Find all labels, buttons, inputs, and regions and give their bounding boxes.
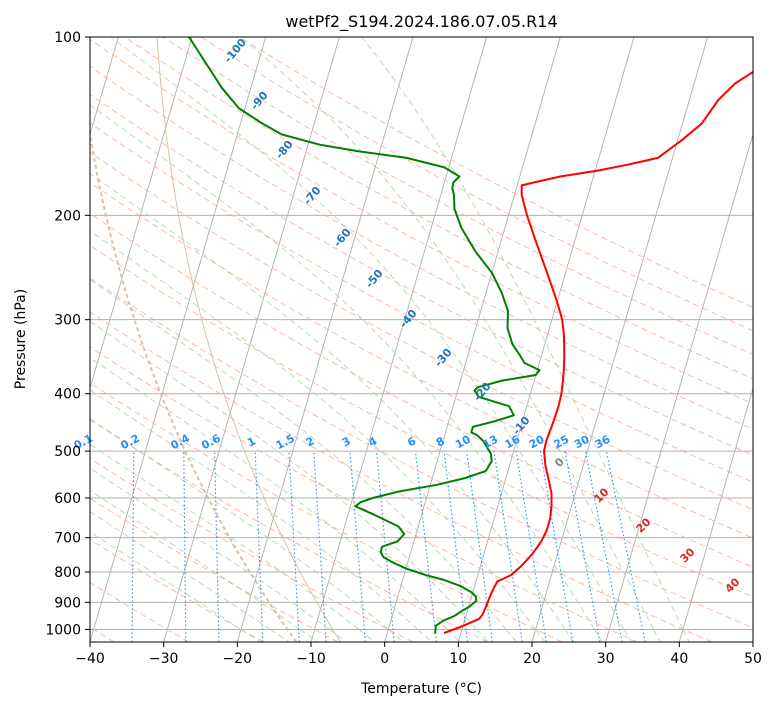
- y-axis-label: Pressure (hPa): [13, 289, 29, 389]
- mixing-ratio-label: 20: [527, 433, 547, 452]
- moist-adiabat-line: [90, 230, 536, 630]
- mixing-ratio-line: [539, 451, 574, 642]
- x-tick-label: 20: [523, 651, 541, 667]
- mixing-ratio-line: [515, 451, 547, 642]
- moist-adiabat-line: [90, 104, 596, 630]
- x-tick-label: 10: [449, 651, 467, 667]
- dry-adiabat-line: [90, 38, 753, 405]
- y-tick-label: 600: [54, 491, 81, 507]
- temperature-profile-line: [443, 70, 753, 634]
- moist-adiabat-line: [564, 629, 575, 642]
- dewpoint-profile-line: [188, 37, 541, 634]
- x-tick-label: −40: [75, 651, 105, 667]
- isotherm-line: [384, 37, 561, 642]
- moist-adiabat-line: [387, 629, 404, 642]
- moist-adiabat-line: [535, 629, 546, 642]
- moist-adiabat-line: [90, 357, 448, 630]
- y-tick-label: 500: [54, 444, 81, 460]
- dry-adiabat-line: [90, 151, 753, 511]
- dry-adiabat-line: [90, 346, 638, 642]
- x-tick-label: −20: [223, 651, 253, 667]
- moist-adiabat-line: [299, 628, 319, 642]
- reference-curve: [156, 37, 341, 642]
- reference-curve: [90, 128, 298, 642]
- mixing-ratio-label: 25: [552, 433, 572, 452]
- background-lines: [90, 37, 753, 642]
- moist-adiabat-line: [623, 629, 632, 642]
- isotherm-line: [163, 37, 340, 642]
- dry-adiabat-line: [90, 539, 264, 642]
- isotherm-line: [605, 132, 753, 642]
- moist-adiabat-line: [90, 172, 566, 630]
- dry-adiabat-line: [90, 277, 753, 629]
- mixing-ratio-label: 10: [453, 433, 473, 452]
- mixing-ratio-line: [493, 451, 523, 642]
- dry-adiabat-line: [90, 244, 753, 598]
- moist-adiabat-line: [90, 467, 330, 630]
- moist-adiabat-line: [653, 629, 661, 642]
- isotherm-line: [531, 37, 709, 642]
- dry-adiabat-line: [124, 37, 753, 380]
- moist-adiabat-line: [594, 629, 603, 642]
- moist-adiabat-line: [505, 629, 517, 642]
- moist-adiabat-line: [417, 629, 432, 642]
- moist-adiabat-line: [476, 629, 489, 642]
- x-tick-label: −30: [149, 651, 179, 667]
- dry-adiabat-line: [90, 213, 753, 568]
- dry-adiabat-line: [90, 93, 753, 456]
- y-tick-label: 1000: [45, 622, 81, 638]
- y-tick-label: 100: [54, 30, 81, 46]
- mixing-ratio-line: [605, 450, 646, 642]
- x-tick-label: −10: [296, 651, 326, 667]
- y-tick-label: 300: [54, 313, 81, 329]
- dry-adiabat-line: [238, 37, 753, 308]
- moist-adiabat-line: [90, 278, 507, 630]
- moist-adiabat-line: [358, 629, 376, 642]
- sounding-lines: [188, 37, 753, 634]
- mixing-ratio-line: [564, 451, 601, 642]
- y-tick-label: 200: [54, 208, 81, 224]
- mixing-ratio-line: [414, 451, 437, 642]
- moist-adiabat-line: [361, 37, 684, 630]
- x-tick-label: 50: [744, 651, 762, 667]
- isotherm-line: [90, 37, 267, 642]
- dry-adiabat-line: [90, 581, 190, 642]
- y-tick-label: 800: [54, 565, 81, 581]
- dry-adiabat-line: [90, 419, 488, 642]
- y-tick-label: 900: [54, 595, 81, 611]
- chart-title: wetPf2_S194.2024.186.07.05.R14: [285, 12, 557, 32]
- x-axis-label: Temperature (°C): [360, 681, 482, 697]
- dry-adiabat-line: [90, 457, 414, 642]
- dry-adiabat-line: [90, 311, 712, 642]
- y-tick-label: 400: [54, 387, 81, 403]
- isotherm-line: [236, 37, 414, 642]
- x-tick-label: 0: [380, 651, 389, 667]
- mixing-ratio-line: [466, 451, 493, 642]
- moist-adiabat-line: [90, 510, 271, 630]
- moist-adiabat-line: [240, 628, 261, 642]
- x-tick-label: 40: [670, 651, 688, 667]
- axes: −40 −30 −20 −10 0 10 20 30 40 50 1000 900 800 700 600 5…: [45, 30, 762, 667]
- moist-adiabat-line: [90, 489, 301, 630]
- mixing-ratio-label: 13: [481, 433, 501, 452]
- moist-adiabat-line: [90, 417, 389, 630]
- moist-adiabat-line: [270, 628, 290, 642]
- moist-adiabat-line: [682, 629, 690, 642]
- x-tick-label: 30: [597, 651, 615, 667]
- mixing-ratio-label: 30: [572, 433, 592, 452]
- mixing-ratio-label: 36: [593, 433, 613, 452]
- mixing-ratio-line: [585, 450, 623, 642]
- isotherm-line: [678, 386, 753, 642]
- moist-adiabat-line: [240, 37, 654, 630]
- plot-frame: [89, 36, 754, 643]
- mixing-ratio-label: 16: [503, 433, 523, 452]
- moist-adiabat-line: [90, 389, 419, 630]
- y-tick-label: 700: [54, 531, 81, 547]
- isotherm-line: [90, 37, 193, 390]
- dry-adiabat-line: [90, 181, 753, 539]
- moist-adiabat-line: [329, 629, 347, 642]
- dry-adiabat-line: [90, 122, 753, 483]
- isotherm-line: [457, 37, 635, 642]
